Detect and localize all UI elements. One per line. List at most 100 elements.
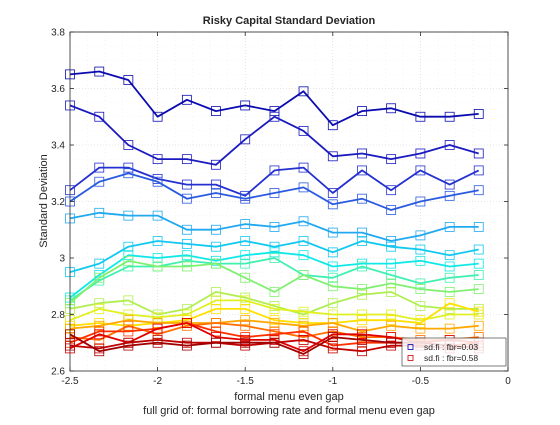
series-line: [69, 257, 479, 302]
data-point: [94, 66, 105, 77]
data-point: [211, 179, 221, 190]
data-point: [357, 309, 367, 320]
data-point: [152, 329, 163, 340]
x-tick-label: -1: [328, 376, 337, 387]
data-point: [327, 151, 338, 162]
y-tick-label: 2.8: [51, 310, 65, 321]
data-point: [327, 188, 338, 198]
data-point: [444, 309, 455, 320]
data-point: [327, 332, 338, 343]
data-point: [415, 318, 426, 328]
data-point: [327, 199, 338, 210]
data-point: [181, 318, 192, 328]
data-point: [211, 286, 221, 297]
data-point: [152, 312, 163, 323]
data-point: [298, 86, 309, 97]
data-point: [415, 278, 426, 289]
x-tick-label: -1.5: [237, 376, 255, 387]
data-point: [357, 165, 367, 176]
data-point: [386, 185, 397, 196]
data-point: [211, 337, 221, 348]
x-axis-label: formal menu even gap: [234, 391, 343, 403]
series-9: [65, 255, 484, 309]
data-point: [123, 309, 134, 320]
data-point: [357, 106, 367, 116]
series-line: [69, 211, 479, 242]
data-point: [357, 261, 367, 272]
series-line: [69, 290, 479, 316]
data-point: [152, 323, 163, 334]
data-point: [181, 179, 192, 190]
data-point: [240, 193, 251, 204]
data-point: [181, 193, 192, 204]
legend-box: [401, 337, 507, 367]
data-point: [415, 244, 426, 255]
data-point: [473, 244, 484, 255]
data-point: [327, 343, 338, 354]
chart-caption: full grid of: formal borrowing rate and …: [143, 405, 435, 417]
data-point: [211, 295, 221, 306]
data-point: [444, 261, 455, 272]
data-point: [357, 193, 367, 204]
data-point: [298, 326, 309, 337]
data-point: [473, 185, 484, 196]
data-point: [211, 224, 221, 235]
data-point: [269, 337, 280, 348]
data-point: [240, 250, 251, 261]
series-11: [65, 295, 484, 326]
data-point: [240, 100, 251, 111]
data-point: [94, 162, 105, 173]
data-point: [94, 176, 105, 187]
data-point: [269, 165, 280, 176]
data-point: [94, 207, 105, 218]
data-point: [181, 154, 192, 165]
data-point: [357, 315, 367, 326]
data-point: [152, 318, 163, 328]
series-5: [65, 207, 484, 246]
data-point: [298, 182, 309, 193]
data-point: [357, 284, 367, 294]
data-point: [269, 222, 280, 232]
series-line: [69, 166, 480, 197]
data-point: [123, 255, 134, 266]
data-point: [386, 258, 397, 269]
data-point: [473, 109, 484, 119]
data-point: [240, 320, 251, 331]
data-point: [269, 241, 280, 252]
data-point: [240, 295, 251, 306]
series-line: [69, 319, 479, 333]
data-point: [386, 315, 397, 326]
series-line: [69, 299, 479, 322]
data-point: [444, 298, 455, 309]
y-tick-label: 3.8: [51, 28, 65, 39]
data-point: [444, 190, 455, 201]
data-point: [269, 247, 280, 258]
data-point: [386, 236, 397, 246]
series-3: [65, 162, 484, 201]
data-point: [386, 309, 397, 320]
legend-marker: [407, 355, 414, 361]
series-line: [69, 104, 479, 166]
data-point: [298, 125, 309, 136]
axis-ticks: -2.5 -2 -1.5 -1 -0.5 0 2.6 2.8 3 3.2 3.4 3.6 3.8: [51, 28, 511, 388]
data-point: [269, 286, 280, 297]
y-axis-label: Standard Deviation: [38, 154, 50, 248]
data-point: [152, 154, 163, 165]
data-point: [415, 230, 426, 241]
data-point: [357, 148, 367, 159]
x-tick-label: -2: [153, 376, 162, 387]
data-point: [327, 247, 338, 258]
data-point: [240, 272, 251, 283]
data-point: [357, 329, 367, 340]
data-point: [473, 258, 484, 269]
data-point: [444, 286, 455, 297]
data-point: [473, 284, 484, 294]
data-point: [123, 75, 134, 85]
data-point: [152, 176, 163, 187]
data-point: [123, 250, 134, 261]
data-point: [386, 286, 397, 297]
data-point: [269, 111, 280, 122]
data-point: [327, 281, 338, 292]
data-point: [123, 168, 134, 179]
